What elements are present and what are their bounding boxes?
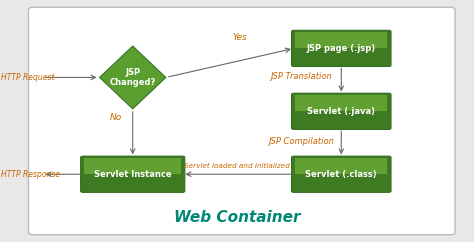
Text: Web Container: Web Container <box>174 210 300 225</box>
FancyBboxPatch shape <box>81 156 185 192</box>
Text: Servlet loaded and initialized: Servlet loaded and initialized <box>184 163 290 169</box>
Text: Servlet (.java): Servlet (.java) <box>307 107 375 116</box>
Text: JSP Translation: JSP Translation <box>270 72 332 81</box>
Polygon shape <box>100 46 166 109</box>
FancyBboxPatch shape <box>295 32 387 48</box>
FancyBboxPatch shape <box>292 30 391 67</box>
Text: Yes: Yes <box>232 33 247 42</box>
Text: No: No <box>110 113 122 122</box>
Text: HTTP Request: HTTP Request <box>1 73 55 82</box>
FancyBboxPatch shape <box>292 156 391 192</box>
Text: JSP
Changed?: JSP Changed? <box>109 68 156 87</box>
FancyBboxPatch shape <box>292 93 391 129</box>
Text: Servlet Instance: Servlet Instance <box>94 170 172 179</box>
FancyBboxPatch shape <box>84 158 181 174</box>
Text: HTTP Response: HTTP Response <box>1 170 60 179</box>
FancyBboxPatch shape <box>295 95 387 111</box>
Text: JSP Compilation: JSP Compilation <box>268 137 334 146</box>
Text: Servlet (.class): Servlet (.class) <box>305 170 377 179</box>
FancyBboxPatch shape <box>28 7 455 235</box>
FancyBboxPatch shape <box>295 158 387 174</box>
Text: JSP page (.jsp): JSP page (.jsp) <box>307 44 376 53</box>
